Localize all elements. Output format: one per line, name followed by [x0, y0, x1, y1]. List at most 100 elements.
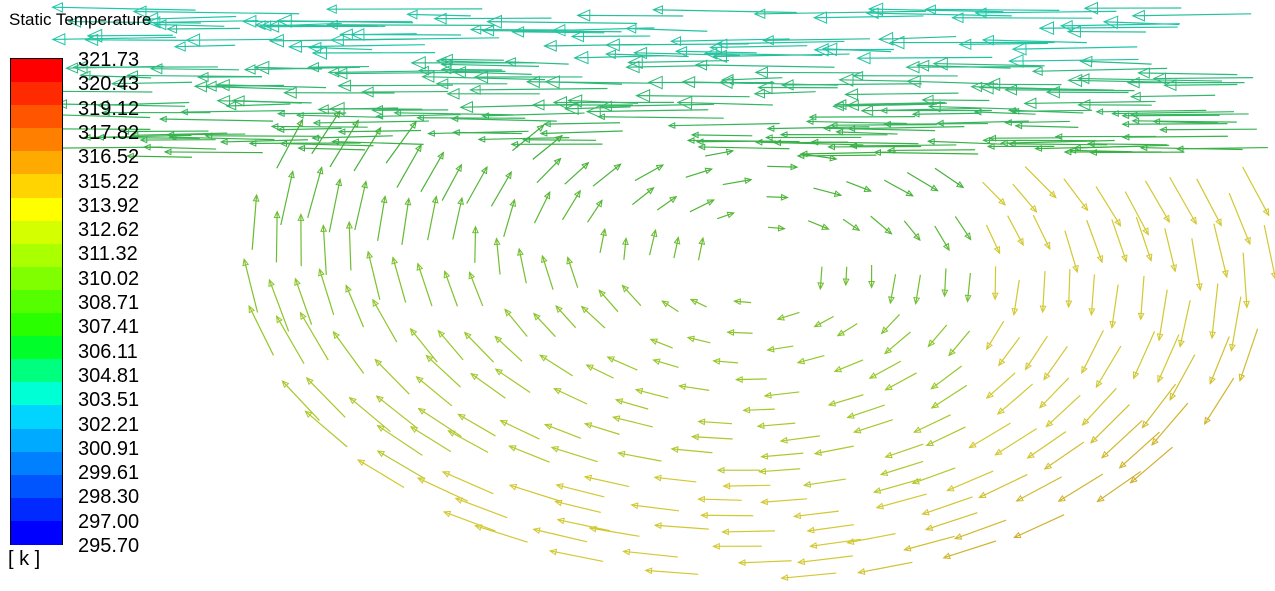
- velocity-vector: [799, 150, 897, 158]
- velocity-vector: [508, 483, 561, 502]
- velocity-vector: [532, 527, 588, 543]
- velocity-vector: [510, 140, 603, 148]
- velocity-vector: [51, 32, 177, 46]
- velocity-vector: [1081, 330, 1104, 375]
- velocity-vector: [548, 548, 604, 562]
- velocity-vector: [1057, 473, 1104, 502]
- color-scale-tick-label: 304.81: [78, 364, 140, 387]
- velocity-vector: [720, 73, 783, 86]
- velocity-vector: [541, 254, 554, 290]
- velocity-vector: [585, 104, 709, 119]
- velocity-vector: [737, 559, 792, 567]
- velocity-vector: [697, 236, 706, 261]
- velocity-vector: [311, 46, 436, 60]
- velocity-vector: [935, 119, 1029, 127]
- velocity-vector: [872, 478, 922, 494]
- velocity-vector: [630, 502, 680, 512]
- velocity-vector: [1032, 214, 1051, 251]
- velocity-vector: [142, 143, 217, 151]
- velocity-vector: [793, 510, 839, 520]
- velocity-vector: [447, 430, 489, 453]
- velocity-vector: [583, 422, 620, 435]
- velocity-vector: [396, 143, 422, 188]
- velocity-vector: [1129, 91, 1216, 102]
- velocity-vector: [1067, 73, 1183, 88]
- velocity-vector: [1203, 377, 1235, 426]
- color-band: [11, 382, 62, 407]
- velocity-vector: [996, 383, 1034, 415]
- velocity-vector: [539, 354, 573, 377]
- velocity-vector: [420, 151, 445, 193]
- color-scale-tick-label: 320.43: [78, 73, 140, 96]
- velocity-vector: [700, 511, 754, 519]
- velocity-vector: [997, 337, 1021, 367]
- velocity-vector: [1229, 296, 1242, 352]
- color-band: [11, 520, 62, 545]
- velocity-vector: [1152, 118, 1219, 126]
- velocity-vector: [331, 138, 424, 146]
- velocity-vector: [817, 266, 825, 291]
- color-band: [11, 313, 62, 337]
- velocity-vector: [587, 199, 603, 223]
- velocity-vector: [504, 308, 528, 337]
- velocity-vector: [813, 445, 854, 456]
- velocity-vector: [1095, 345, 1122, 389]
- color-band: [11, 359, 62, 383]
- velocity-vector: [543, 423, 582, 439]
- velocity-vector: [409, 327, 438, 363]
- velocity-vector: [1073, 144, 1170, 152]
- velocity-vector: [742, 406, 775, 414]
- velocity-vector: [481, 24, 622, 37]
- color-band: [11, 497, 62, 522]
- velocity-vector: [427, 195, 439, 241]
- velocity-vector: [376, 450, 426, 480]
- velocity-vector: [644, 567, 699, 575]
- velocity-vector: [570, 30, 651, 43]
- velocity-vector: [79, 70, 152, 81]
- color-band: [11, 151, 62, 176]
- velocity-vector: [1111, 219, 1128, 263]
- color-scale-tick-label: 317.82: [78, 121, 140, 144]
- velocity-vector: [332, 330, 365, 374]
- velocity-vector: [1086, 219, 1104, 264]
- velocity-vector: [494, 368, 531, 393]
- velocity-vector: [953, 519, 1007, 540]
- velocity-vector: [265, 20, 378, 33]
- velocity-vector: [163, 148, 263, 156]
- velocity-vector: [767, 224, 786, 232]
- velocity-vector: [1065, 268, 1073, 309]
- velocity-vector: [243, 64, 361, 75]
- color-scale-tick-label: 315.22: [78, 170, 140, 193]
- velocity-vector: [653, 522, 709, 530]
- color-band: [11, 197, 62, 222]
- velocity-vector: [149, 63, 239, 75]
- velocity-vector: [1169, 354, 1196, 401]
- velocity-vector: [345, 220, 353, 271]
- velocity-vector: [329, 119, 359, 168]
- velocity-vector: [415, 376, 453, 407]
- velocity-vector: [685, 167, 713, 178]
- velocity-vector: [1163, 79, 1238, 92]
- velocity-vector: [196, 71, 263, 83]
- velocity-vector: [599, 100, 715, 112]
- velocity-vector: [964, 272, 972, 303]
- velocity-vector: [903, 220, 921, 242]
- velocity-vector: [913, 274, 921, 305]
- velocity-vector: [827, 143, 922, 151]
- velocity-vector: [934, 225, 950, 252]
- velocity-vector: [994, 428, 1037, 456]
- velocity-vector: [763, 391, 800, 399]
- velocity-vector: [1007, 107, 1084, 114]
- velocity-vector: [844, 88, 959, 101]
- velocity-vector: [653, 474, 697, 483]
- velocity-vector: [311, 134, 393, 142]
- velocity-vector: [276, 118, 304, 169]
- color-band: [11, 105, 62, 129]
- velocity-vector: [984, 77, 1062, 92]
- velocity-vector: [915, 59, 1011, 72]
- velocity-vector: [1039, 271, 1047, 314]
- velocity-vector: [951, 12, 1093, 24]
- velocity-vector: [1015, 476, 1062, 502]
- color-band: [11, 174, 62, 199]
- color-band: [11, 428, 62, 453]
